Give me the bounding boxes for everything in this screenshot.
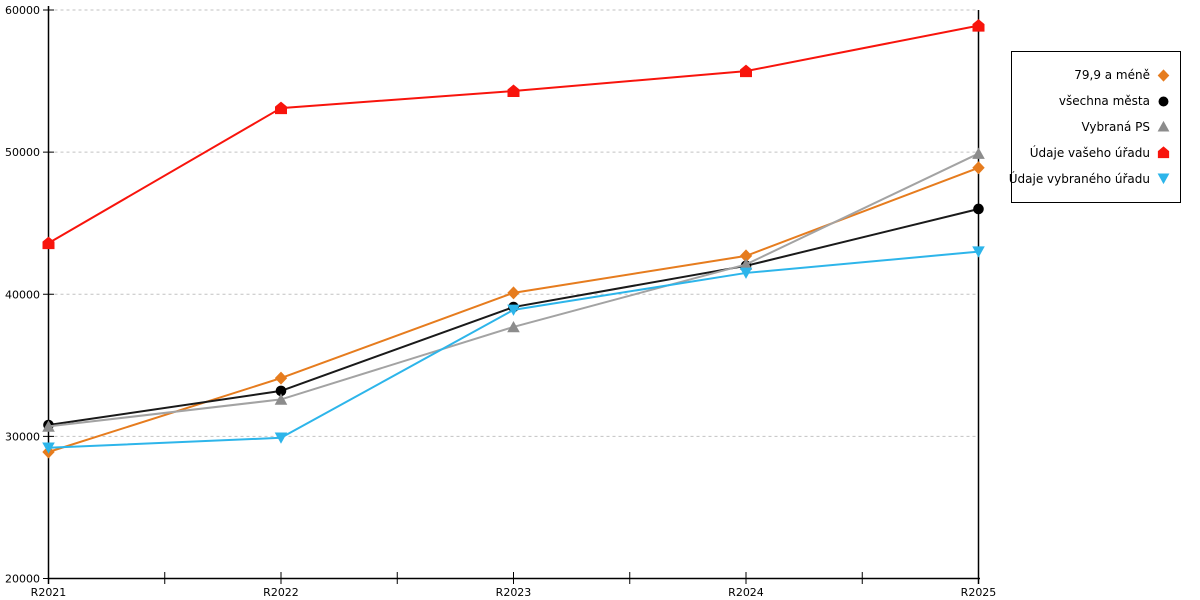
svg-text:60000: 60000 xyxy=(5,4,40,17)
legend-item-label: Údaje vybraného úřadu xyxy=(1008,171,1150,186)
chart-legend: 79,9 a méně všechna města Vybraná PS Úda… xyxy=(1008,51,1181,203)
svg-text:R2024: R2024 xyxy=(728,586,764,599)
svg-text:R2023: R2023 xyxy=(496,586,532,599)
legend-item-79-9-a-mene: 79,9 a méně xyxy=(1012,68,1180,83)
house-marker-icon xyxy=(1157,146,1170,159)
legend-item-label: 79,9 a méně xyxy=(1074,68,1150,83)
svg-text:20000: 20000 xyxy=(5,573,40,586)
legend-item-vybrana-ps: Vybraná PS xyxy=(1012,119,1180,134)
legend-item-label: Údaje vašeho úřadu xyxy=(1029,145,1150,160)
svg-text:40000: 40000 xyxy=(5,288,40,301)
svg-text:50000: 50000 xyxy=(5,146,40,159)
legend-item-label: Vybraná PS xyxy=(1081,119,1150,134)
circle-marker-icon xyxy=(1158,96,1169,107)
legend-item-vsechna-mesta: všechna města xyxy=(1012,94,1180,109)
legend-item-label: všechna města xyxy=(1058,94,1150,109)
svg-text:R2025: R2025 xyxy=(961,586,997,599)
legend-item-udaje-vaseho-uradu: Údaje vašeho úřadu xyxy=(1012,145,1180,160)
triangle-up-marker-icon xyxy=(1157,121,1170,132)
svg-text:30000: 30000 xyxy=(5,430,40,443)
svg-text:R2021: R2021 xyxy=(31,586,67,599)
legend-item-udaje-vybraneho-uradu: Údaje vybraného úřadu xyxy=(1008,171,1180,186)
diamond-marker-icon xyxy=(1157,69,1170,82)
triangle-down-marker-icon xyxy=(1157,173,1170,185)
svg-text:R2022: R2022 xyxy=(263,586,299,599)
